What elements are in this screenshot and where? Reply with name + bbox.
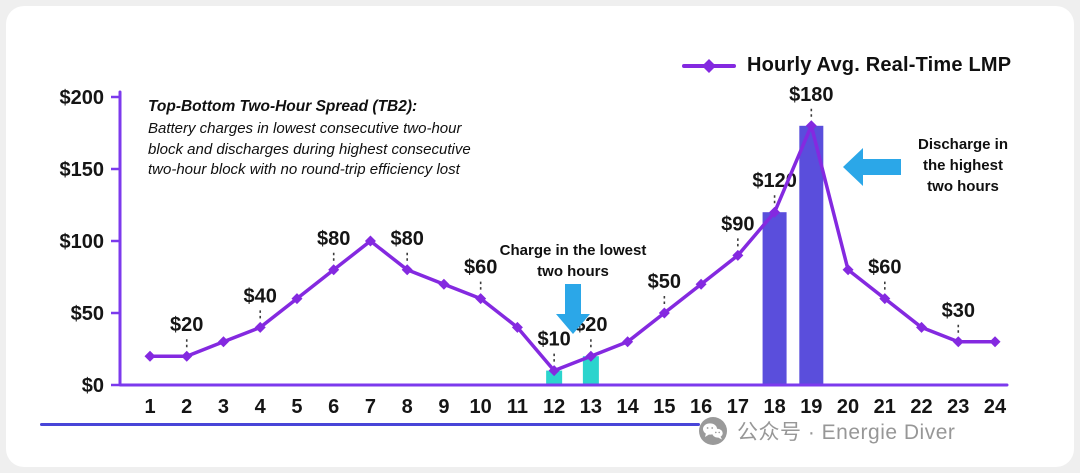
y-tick-label: $150 <box>60 159 105 181</box>
x-tick-label: 3 <box>218 396 229 418</box>
x-tick-label: 4 <box>255 396 267 418</box>
x-tick-label: 10 <box>470 396 492 418</box>
point-marker <box>254 321 266 333</box>
point-label: $50 <box>648 271 681 293</box>
watermark: 公众号 · Energie Diver <box>698 416 955 446</box>
x-tick-label: 21 <box>874 396 896 418</box>
point-marker <box>695 278 707 290</box>
x-tick-label: 7 <box>365 396 376 418</box>
x-tick-label: 14 <box>616 396 639 418</box>
bar-hour-13 <box>582 356 599 385</box>
point-marker <box>989 336 1001 348</box>
point-marker <box>585 350 597 362</box>
y-tick-label: $0 <box>82 375 104 397</box>
x-tick-label: 18 <box>763 396 785 418</box>
point-marker <box>805 120 817 132</box>
point-label: $40 <box>244 285 277 307</box>
discharge-annotation: Discharge in the highest two hours <box>917 136 1009 195</box>
tb2-note: Top-Bottom Two-Hour Spread (TB2): Batter… <box>148 98 593 181</box>
point-label: $180 <box>789 84 834 106</box>
chart-axes <box>118 90 1009 387</box>
x-tick-label: 11 <box>507 396 528 418</box>
charge-annotation: Charge in the lowest two hours <box>499 242 647 280</box>
point-label: $60 <box>868 257 901 279</box>
bar-hour-12 <box>546 370 563 385</box>
x-tick-label: 8 <box>402 396 413 418</box>
x-tick-label: 20 <box>837 396 859 418</box>
point-marker <box>181 350 193 362</box>
point-marker <box>548 365 560 377</box>
point-label: $30 <box>942 300 975 322</box>
x-tick-label: 6 <box>328 396 339 418</box>
x-tick-label: 22 <box>910 396 932 418</box>
point-marker <box>879 293 891 305</box>
wechat-icon <box>699 417 727 445</box>
watermark-text: 公众号 · Energie Diver <box>737 421 956 444</box>
point-marker <box>364 235 376 247</box>
chart-card: $0 $50 $100 $150 $200 1 2 3 4 5 6 7 8 9 10 11 12 13 14 15 16… <box>6 6 1074 467</box>
y-tick-label: $200 <box>60 87 105 109</box>
x-tick-label: 23 <box>947 396 969 418</box>
point-label: $90 <box>721 213 754 235</box>
point-marker <box>916 321 928 333</box>
x-tick-label: 13 <box>580 396 602 418</box>
x-tick-label: 16 <box>690 396 712 418</box>
point-marker <box>328 264 340 276</box>
point-marker <box>658 307 670 319</box>
legend-line-marker-icon <box>682 58 736 73</box>
point-marker <box>842 264 854 276</box>
bottom-divider <box>40 423 700 426</box>
x-tick-label: 2 <box>181 396 192 418</box>
point-label: $10 <box>537 329 570 351</box>
point-marker <box>401 264 413 276</box>
point-marker <box>217 336 229 348</box>
point-marker <box>144 350 156 362</box>
x-tick-label: 19 <box>800 396 822 418</box>
x-tick-label: 12 <box>543 396 565 418</box>
x-tick-label: 24 <box>984 396 1007 418</box>
legend-label: Hourly Avg. Real-Time LMP <box>747 54 1012 76</box>
x-tick-label: 5 <box>291 396 302 418</box>
x-tick-label: 1 <box>144 396 155 418</box>
tb2-note-title: Top-Bottom Two-Hour Spread (TB2): <box>148 98 418 115</box>
discharge-arrow-icon <box>843 148 901 186</box>
point-label: $20 <box>170 314 203 336</box>
y-tick-label: $100 <box>60 231 105 253</box>
bar-hour-19 <box>799 125 824 386</box>
point-marker <box>511 321 523 333</box>
point-marker <box>769 206 781 218</box>
lmp-line <box>148 124 997 373</box>
x-tick-label: 15 <box>653 396 675 418</box>
point-label: $80 <box>317 228 350 250</box>
point-marker <box>952 336 964 348</box>
legend: Hourly Avg. Real-Time LMP <box>682 54 1011 77</box>
point-marker <box>291 293 303 305</box>
point-marker <box>622 336 634 348</box>
charge-arrow-icon <box>556 284 590 334</box>
point-marker <box>438 278 450 290</box>
x-tick-label: 9 <box>438 396 449 418</box>
point-marker <box>732 249 744 261</box>
y-tick-label: $50 <box>71 303 104 325</box>
bar-hour-18 <box>762 212 787 385</box>
point-marker <box>475 293 487 305</box>
tb2-note-body: Battery charges in lowest consecutive tw… <box>148 120 471 179</box>
x-tick-label: 17 <box>727 396 749 418</box>
point-label: $60 <box>464 257 497 279</box>
point-label: $80 <box>390 228 423 250</box>
